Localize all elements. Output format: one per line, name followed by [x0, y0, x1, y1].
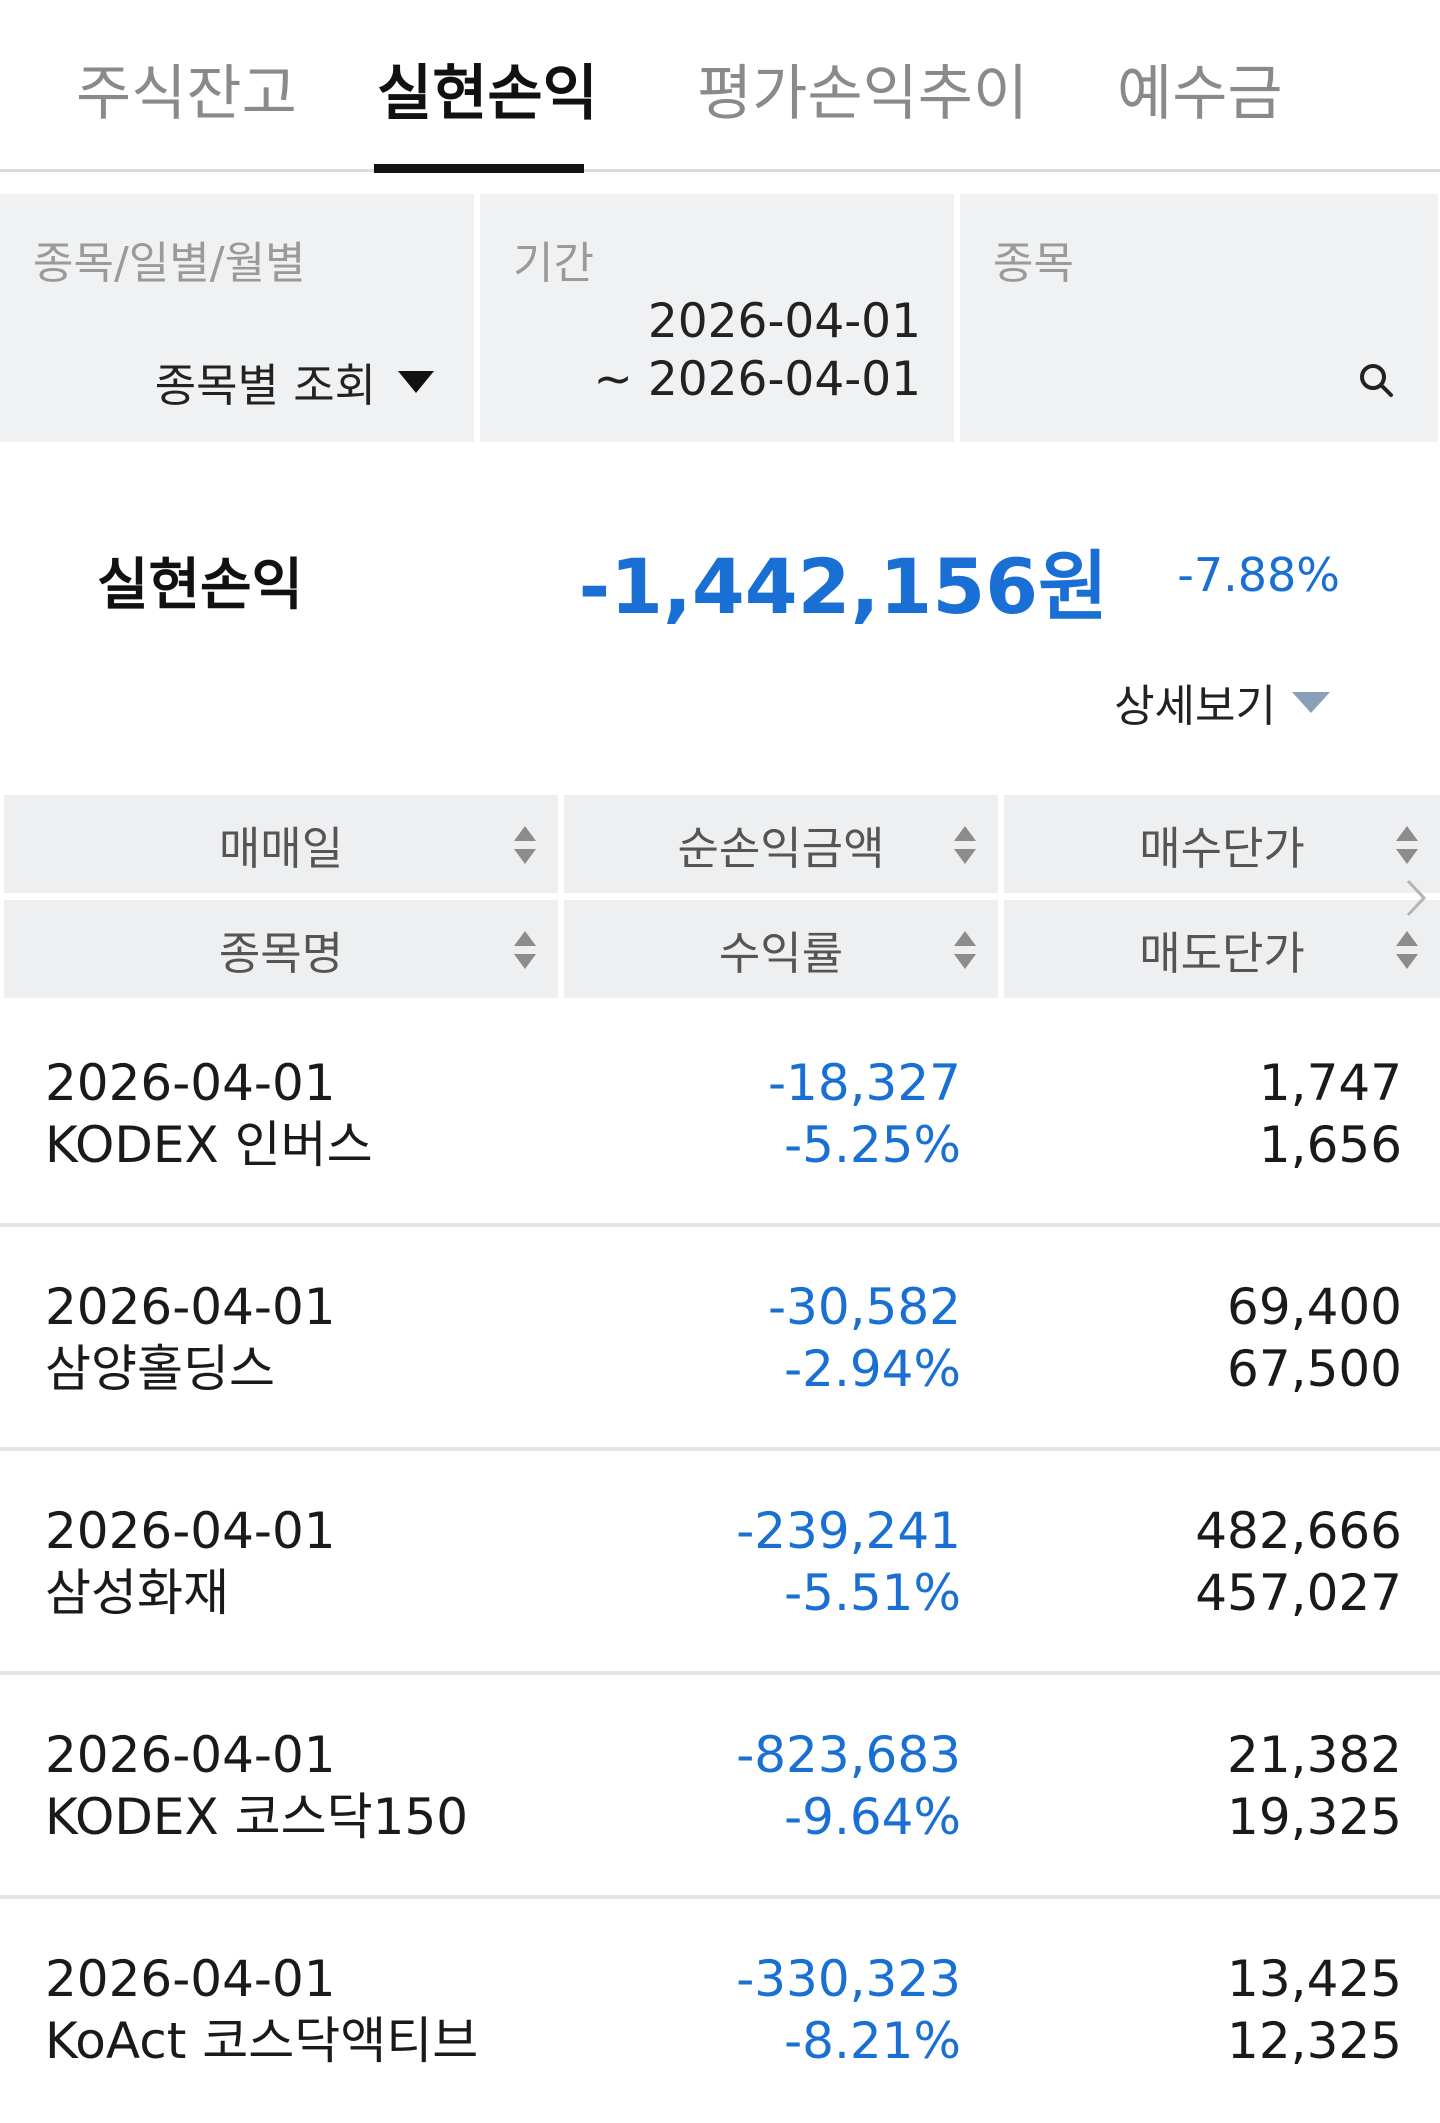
column-header-return-rate[interactable]: 수익률	[564, 900, 998, 998]
period-start: 2026-04-01	[647, 294, 921, 349]
stock-name: KODEX 코스닥150	[45, 1788, 469, 1846]
period-filter[interactable]: 기간 2026-04-01 ~ 2026-04-01	[480, 194, 954, 442]
sell-price: 12,325	[1227, 2012, 1402, 2070]
caret-down-icon	[398, 370, 434, 393]
summary-label: 실현손익	[97, 553, 304, 618]
stock-name: KoAct 코스닥액티브	[45, 2012, 479, 2070]
realized-pl-rate: -7.88%	[1177, 548, 1340, 602]
sell-price: 457,027	[1195, 1564, 1402, 1622]
trade-date: 2026-04-01	[45, 1726, 336, 1784]
table-row[interactable]: 2026-04-01 KoAct 코스닥액티브 -330,323 -8.21% …	[0, 1899, 1440, 2123]
column-header-label: 수익률	[718, 926, 844, 980]
active-tab-indicator	[374, 164, 584, 173]
trade-date: 2026-04-01	[45, 1278, 336, 1336]
net-pl: -18,327	[768, 1054, 961, 1112]
stock-filter[interactable]: 종목	[960, 194, 1438, 442]
sell-price: 19,325	[1227, 1788, 1402, 1846]
net-pl: -330,323	[736, 1950, 961, 2008]
net-pl: -30,582	[768, 1278, 961, 1336]
column-header-net-pl[interactable]: 순손익금액	[564, 795, 998, 893]
tab-valuation-trend[interactable]: 평가손익추이	[697, 59, 1029, 129]
tab-bar: 주식잔고 실현손익 평가손익추이 예수금	[0, 0, 1440, 173]
net-pl: -239,241	[736, 1502, 961, 1560]
return-rate: -9.64%	[784, 1788, 961, 1846]
stock-filter-label: 종목	[993, 238, 1074, 289]
return-rate: -8.21%	[784, 2012, 961, 2070]
sort-icon	[514, 931, 536, 969]
mode-filter[interactable]: 종목/일별/월별 종목별 조회	[0, 194, 474, 442]
sort-icon	[1396, 931, 1418, 969]
column-header-sell-price[interactable]: 매도단가	[1004, 900, 1440, 998]
column-header-buy-price[interactable]: 매수단가	[1004, 795, 1440, 893]
stock-name: 삼양홀딩스	[45, 1340, 275, 1398]
trade-date: 2026-04-01	[45, 1502, 336, 1560]
column-header-stock-name[interactable]: 종목명	[4, 900, 558, 998]
sell-price: 1,656	[1258, 1116, 1402, 1174]
net-pl: -823,683	[736, 1726, 961, 1784]
tab-stock-balance[interactable]: 주식잔고	[76, 59, 297, 129]
return-rate: -2.94%	[784, 1340, 961, 1398]
chevron-right-icon[interactable]	[1402, 875, 1430, 921]
buy-price: 13,425	[1227, 1950, 1402, 2008]
mode-select-value: 종목별 조회	[154, 359, 376, 412]
trade-date: 2026-04-01	[45, 1950, 336, 2008]
tab-deposit[interactable]: 예수금	[1117, 59, 1283, 129]
buy-price: 482,666	[1195, 1502, 1402, 1560]
caret-down-icon	[1292, 691, 1330, 713]
mode-select[interactable]: 종목별 조회	[155, 349, 434, 414]
table-row[interactable]: 2026-04-01 삼양홀딩스 -30,582 -2.94% 69,400 6…	[0, 1227, 1440, 1451]
sort-icon	[514, 826, 536, 864]
sort-icon	[954, 931, 976, 969]
mode-filter-label: 종목/일별/월별	[33, 238, 306, 289]
column-header-trade-date[interactable]: 매매일	[4, 795, 558, 893]
return-rate: -5.25%	[784, 1116, 961, 1174]
trade-date: 2026-04-01	[45, 1054, 336, 1112]
stock-name: KODEX 인버스	[45, 1116, 373, 1174]
realized-pl-amount: -1,442,156원	[578, 542, 1108, 631]
tab-realized-pl[interactable]: 실현손익	[377, 59, 598, 129]
table-header: 매매일 순손익금액 매수단가 종목명 수익률 매도단가	[0, 795, 1440, 1000]
table-row[interactable]: 2026-04-01 KODEX 코스닥150 -823,683 -9.64% …	[0, 1675, 1440, 1899]
search-icon[interactable]	[1358, 362, 1394, 398]
table-row[interactable]: 2026-04-01 KODEX 인버스 -18,327 -5.25% 1,74…	[0, 1003, 1440, 1227]
period-filter-label: 기간	[513, 238, 594, 289]
column-header-label: 종목명	[218, 926, 344, 980]
buy-price: 21,382	[1227, 1726, 1402, 1784]
detail-toggle-label: 상세보기	[1114, 681, 1276, 732]
column-header-label: 순손익금액	[677, 821, 885, 875]
table-row[interactable]: 2026-04-01 삼성화재 -239,241 -5.51% 482,666 …	[0, 1451, 1440, 1675]
filter-bar: 종목/일별/월별 종목별 조회 기간 2026-04-01 ~ 2026-04-…	[0, 194, 1440, 442]
column-header-label: 매도단가	[1139, 926, 1305, 980]
sell-price: 67,500	[1227, 1340, 1402, 1398]
stock-name: 삼성화재	[45, 1564, 229, 1622]
return-rate: -5.51%	[784, 1564, 961, 1622]
period-end: ~ 2026-04-01	[593, 352, 921, 407]
detail-toggle-button[interactable]: 상세보기	[1114, 670, 1330, 734]
column-header-label: 매수단가	[1139, 821, 1305, 875]
column-header-label: 매매일	[218, 821, 344, 875]
sort-icon	[1396, 826, 1418, 864]
sort-icon	[954, 826, 976, 864]
buy-price: 1,747	[1258, 1054, 1402, 1112]
buy-price: 69,400	[1227, 1278, 1402, 1336]
